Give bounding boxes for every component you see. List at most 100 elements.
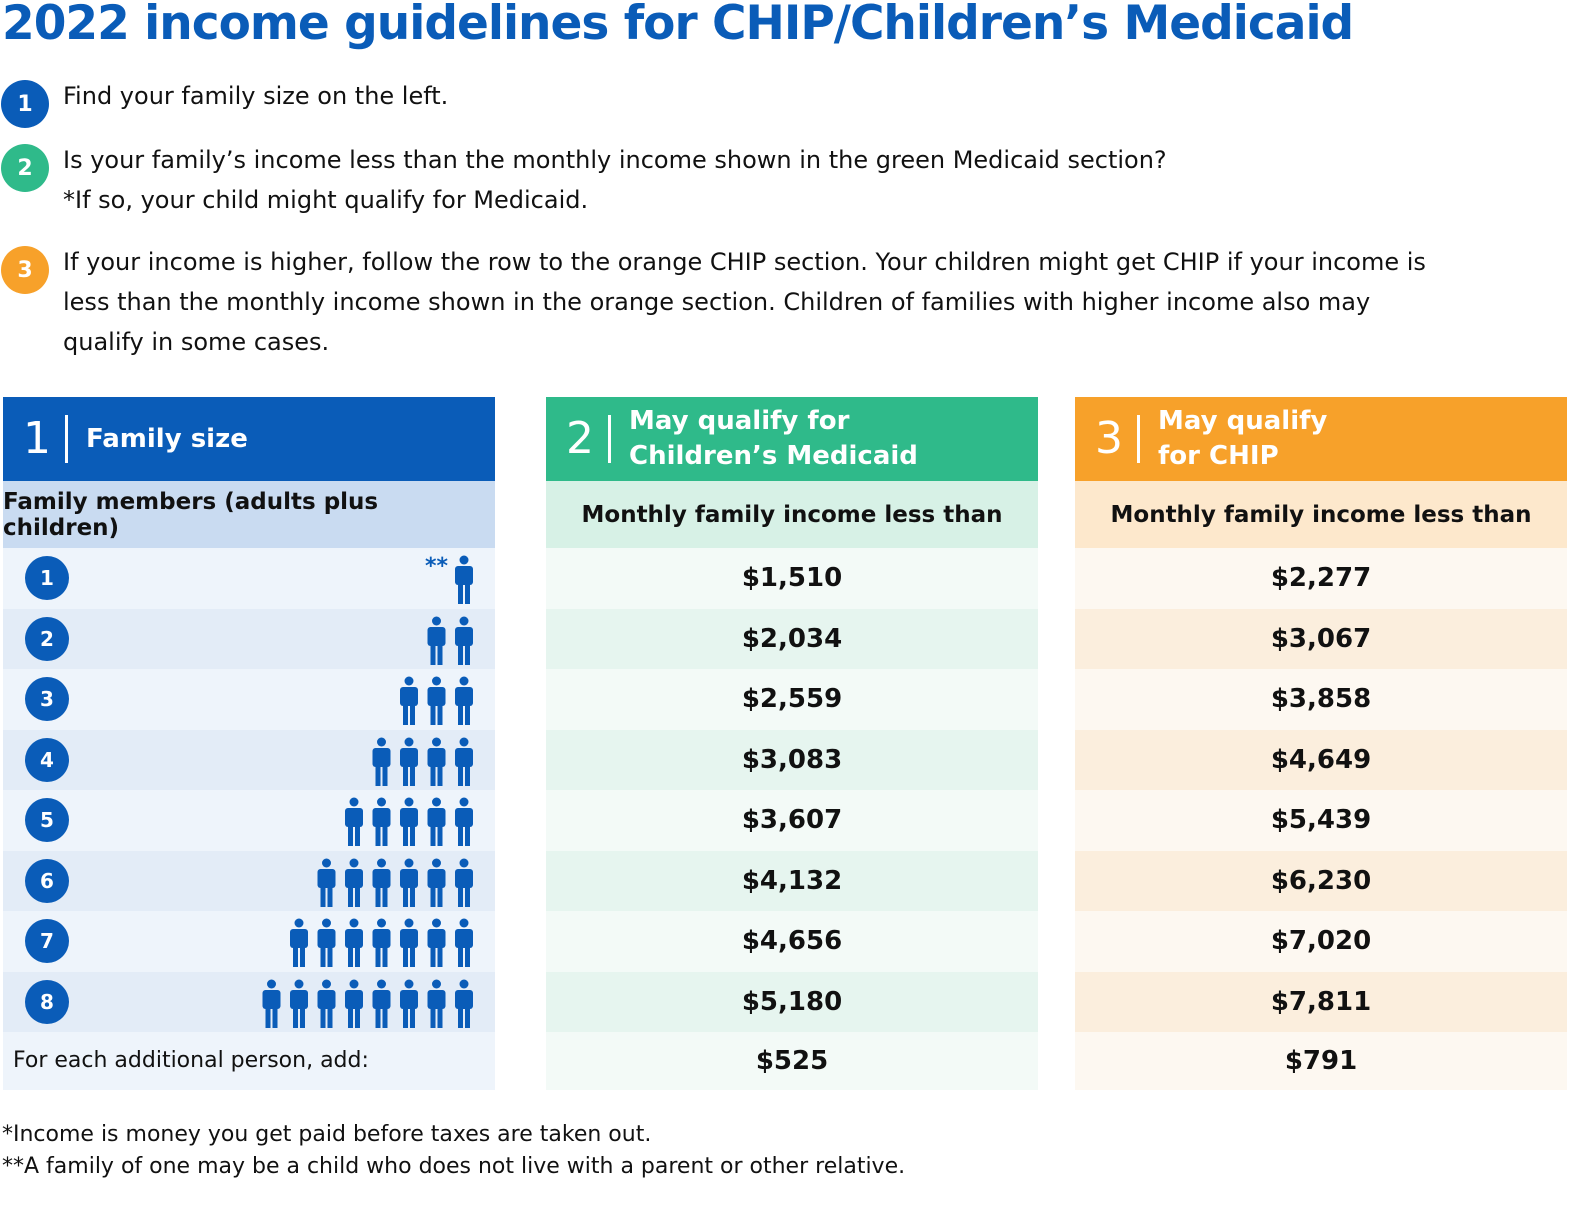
column-subheader: Monthly family income less than (546, 481, 1038, 548)
step-number: 2 (1, 144, 49, 192)
family-icons (427, 616, 473, 665)
chip-income: $3,858 (1075, 669, 1567, 730)
family-row: 3 (3, 669, 495, 730)
person-icon (372, 979, 391, 1028)
chip-income: $5,439 (1075, 790, 1567, 851)
column-header: 2 May qualify for Children’s Medicaid (546, 397, 1038, 481)
person-icon (372, 797, 391, 846)
person-icon (427, 918, 446, 967)
family-size: 7 (25, 919, 69, 963)
chip-additional: $791 (1075, 1032, 1567, 1090)
family-row: 5 (3, 790, 495, 851)
person-icon (372, 918, 391, 967)
step-text: If your income is higher, follow the row… (63, 242, 1433, 362)
chip-income: $7,020 (1075, 911, 1567, 972)
chip-income: $7,811 (1075, 971, 1567, 1032)
family-size: 2 (25, 616, 69, 661)
person-icon (400, 858, 418, 907)
medicaid-income: $4,656 (546, 911, 1038, 972)
person-icon (455, 555, 473, 604)
family-icons (372, 737, 473, 786)
family-icons (317, 858, 473, 907)
footnote: *Income is money you get paid before tax… (2, 1122, 652, 1147)
family-row: 2 (3, 608, 495, 669)
person-icon (455, 676, 473, 725)
family-icons (455, 555, 473, 604)
family-row: 7 (3, 911, 495, 972)
person-icon (427, 676, 446, 725)
person-icon (455, 797, 473, 846)
medicaid-income: $2,559 (546, 669, 1038, 730)
medicaid-income: $3,607 (546, 790, 1038, 851)
step-line: If your income is higher, follow the row… (63, 248, 1426, 356)
person-icon (400, 918, 418, 967)
chip-income: $4,649 (1075, 729, 1567, 790)
person-icon (427, 616, 446, 665)
column-title: Family size (86, 422, 248, 457)
chip-income: $2,277 (1075, 548, 1567, 609)
medicaid-income: $2,034 (546, 608, 1038, 669)
family-size: 3 (25, 677, 69, 721)
family-icons (345, 797, 473, 846)
person-icon (427, 979, 446, 1028)
column-number: 3 (1075, 415, 1140, 463)
family-size: 8 (25, 979, 69, 1024)
person-icon (455, 858, 473, 907)
step-number: 1 (1, 80, 49, 128)
medicaid-additional: $525 (546, 1032, 1038, 1090)
person-icon (345, 797, 363, 846)
person-icon (317, 918, 336, 967)
person-icon (427, 797, 446, 846)
person-icon (455, 616, 473, 665)
person-icon (345, 918, 363, 967)
person-icon (345, 979, 363, 1028)
person-icon (455, 979, 473, 1028)
medicaid-income: $3,083 (546, 729, 1038, 790)
column-number: 2 (546, 415, 611, 463)
step-line: Is your family’s income less than the mo… (63, 146, 1167, 174)
family-row: 8 (3, 971, 495, 1032)
chip-income: $6,230 (1075, 850, 1567, 911)
person-icon (400, 676, 418, 725)
person-icon (345, 858, 363, 907)
person-icon (427, 737, 446, 786)
column-header: 3 May qualify for CHIP (1075, 397, 1567, 481)
person-icon (400, 979, 418, 1028)
family-icons (262, 979, 473, 1028)
title: 2022 income guidelines for CHIP/Children… (2, 0, 1354, 51)
step-text: Find your family size on the left. (63, 76, 1433, 116)
person-icon (372, 858, 391, 907)
person-icon (372, 737, 391, 786)
person-icon (400, 797, 418, 846)
family-icons (400, 676, 473, 725)
person-icon (317, 858, 336, 907)
person-icon (290, 918, 308, 967)
family-row: 6 (3, 850, 495, 911)
person-icon (262, 979, 281, 1028)
step-line: Find your family size on the left. (63, 82, 449, 110)
title-line: May qualify for (629, 406, 850, 436)
column-title: May qualify for CHIP (1158, 404, 1327, 474)
person-icon (427, 858, 446, 907)
column-header: 1 Family size (3, 397, 495, 481)
family-row: 4 (3, 729, 495, 790)
title-line: for CHIP (1158, 441, 1279, 471)
medicaid-income: $5,180 (546, 971, 1038, 1032)
person-icon (317, 979, 336, 1028)
step-text: Is your family’s income less than the mo… (63, 140, 1433, 220)
family-size: 5 (25, 798, 69, 842)
person-icon (455, 918, 473, 967)
title-line: Children’s Medicaid (629, 441, 918, 471)
family-size: 6 (25, 858, 69, 903)
person-icon (290, 979, 308, 1028)
person-icon (400, 737, 418, 786)
additional-label: For each additional person, add: (3, 1032, 495, 1090)
chip-income: $3,067 (1075, 608, 1567, 669)
column-title: May qualify for Children’s Medicaid (629, 404, 918, 474)
family-row: 1 ** (3, 548, 495, 609)
family-size: 1 (25, 556, 69, 600)
title-line: May qualify (1158, 406, 1328, 436)
title-line: Family size (86, 423, 248, 454)
medicaid-income: $1,510 (546, 548, 1038, 609)
